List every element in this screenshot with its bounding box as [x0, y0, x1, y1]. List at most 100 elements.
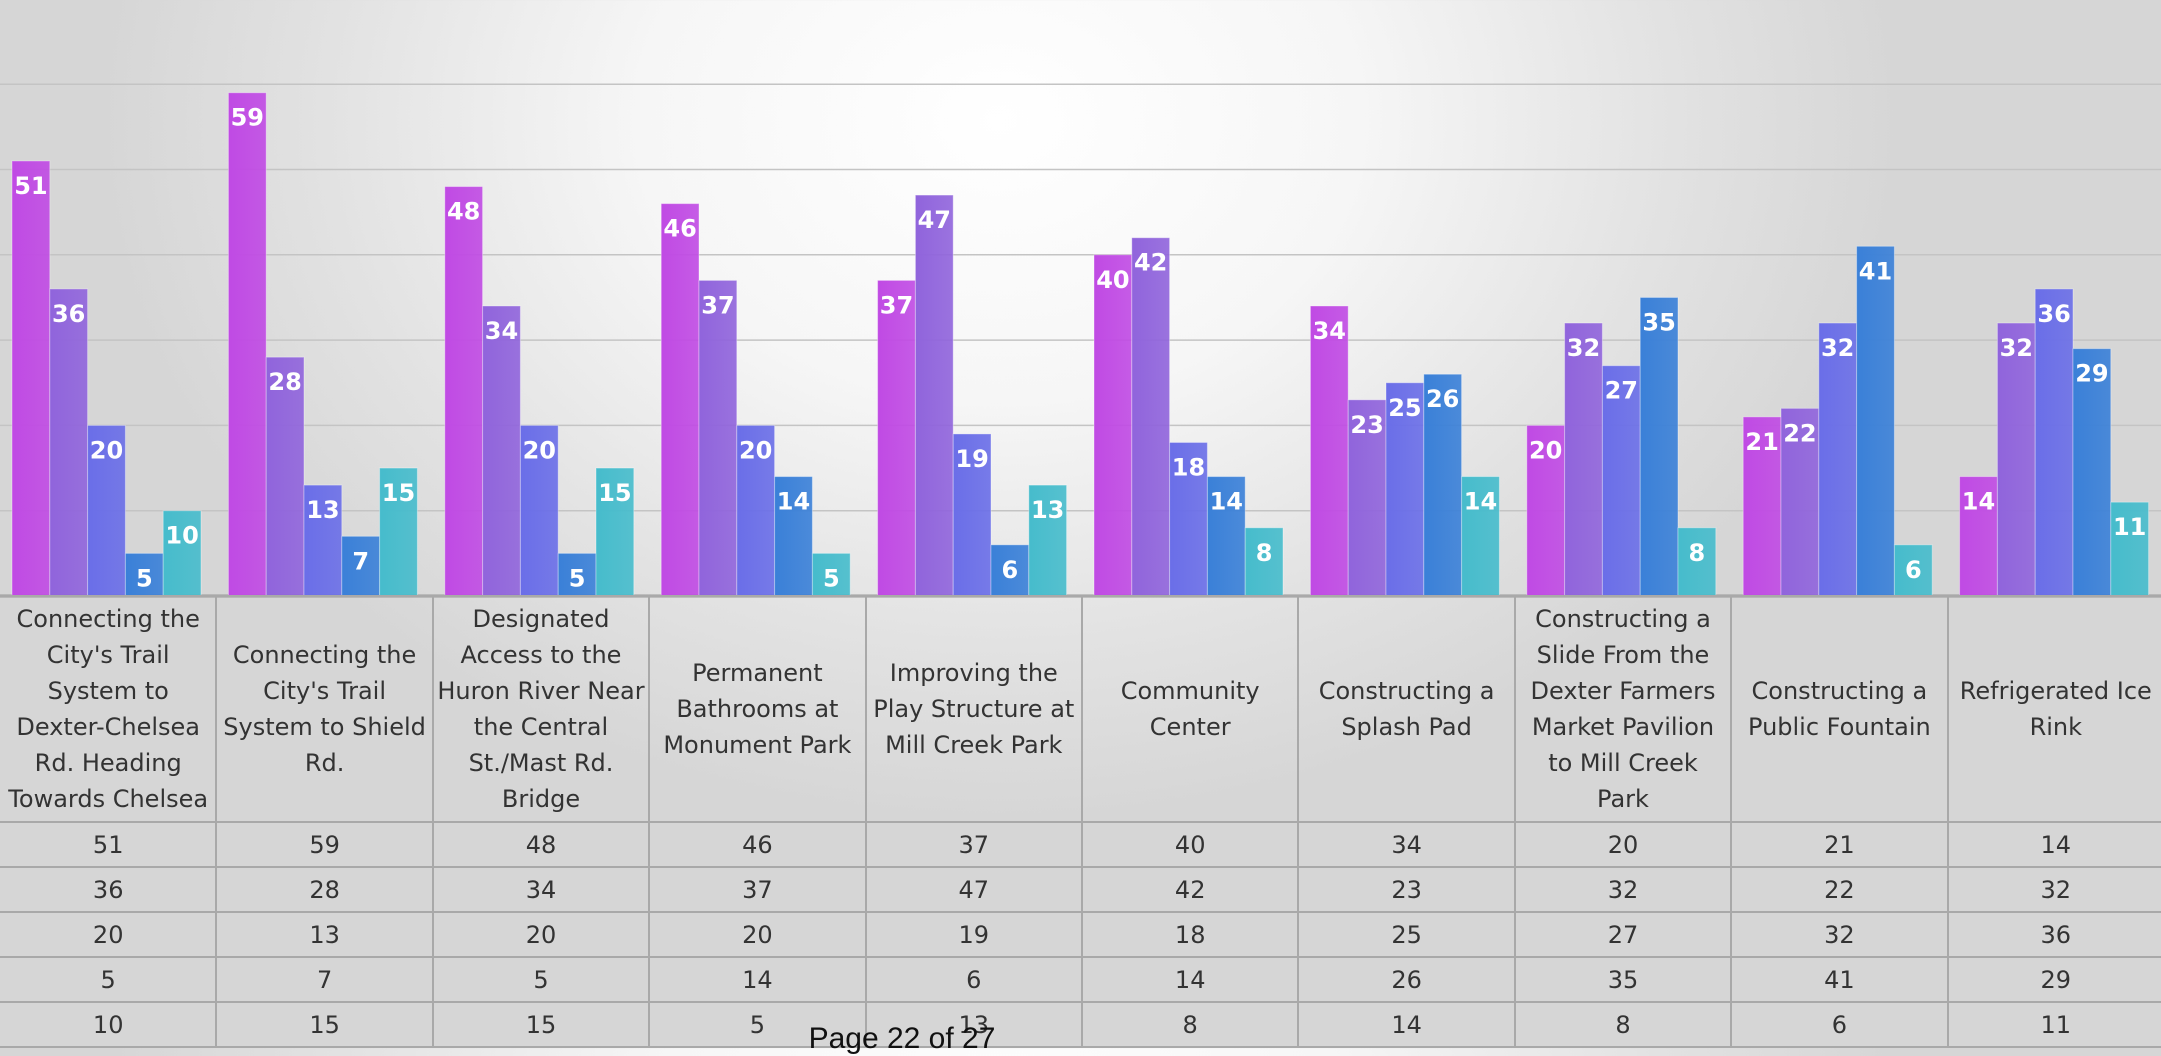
table-cell: 15	[525, 1010, 557, 1039]
table-cell: 51	[92, 830, 124, 859]
table-rule	[0, 1046, 2161, 1048]
table-cell: 48	[525, 830, 557, 859]
bar-3-series-3	[519, 424, 559, 597]
bar-6-series-5	[1244, 527, 1284, 597]
table-cell: 29	[2040, 965, 2072, 994]
data-label: 6	[1002, 556, 1019, 584]
data-label: 21	[1745, 428, 1778, 456]
category-label: Constructing a Public Fountain	[1748, 677, 1931, 741]
category-label: Community Center	[1120, 677, 1260, 741]
bar-10-series-5	[2110, 501, 2150, 597]
table-rule	[431, 596, 434, 1048]
table-cell: 42	[1174, 875, 1206, 904]
bar-7-series-4	[1423, 373, 1463, 597]
bar-5-series-2	[914, 194, 954, 597]
bar-7-series-2	[1347, 399, 1387, 597]
data-label: 22	[1783, 419, 1816, 447]
data-label: 51	[14, 172, 47, 200]
table-cell: 21	[1824, 830, 1855, 859]
data-label: 26	[1426, 385, 1459, 413]
table-cell: 6	[1831, 1010, 1848, 1039]
table-rule	[648, 596, 651, 1048]
table-cell: 14	[2040, 830, 2072, 859]
bar-1-series-2	[49, 288, 89, 597]
category-label: Permanent Bathrooms at Monument Park	[663, 659, 852, 759]
data-label: 47	[918, 206, 951, 234]
bar-9-series-2	[1780, 407, 1820, 597]
table-rule	[864, 596, 867, 1048]
table-cell: 26	[1391, 965, 1422, 994]
data-label: 14	[777, 488, 810, 516]
bar-4-series-3	[736, 424, 776, 597]
bar-8-series-4	[1639, 296, 1679, 597]
data-label: 41	[1859, 257, 1892, 285]
table-cell: 37	[958, 830, 990, 859]
bar-6-series-3	[1169, 441, 1208, 597]
bar-7-series-3	[1385, 382, 1425, 597]
bar-10-series-1	[1959, 476, 1998, 597]
table-cell: 20	[92, 920, 124, 949]
data-label: 6	[1905, 556, 1922, 584]
bar-3-series-2	[482, 305, 521, 597]
table-cell: 13	[958, 1010, 990, 1039]
table-rule	[1297, 596, 1300, 1048]
data-label: 37	[880, 291, 913, 319]
page-number: Page 22 of 27	[808, 1022, 996, 1055]
table-cell: 36	[2040, 920, 2072, 949]
table-rule	[0, 1001, 2161, 1003]
bar-8-series-2	[1564, 322, 1603, 597]
bar-10-series-4	[2072, 348, 2112, 597]
table-cell: 18	[1174, 920, 1206, 949]
data-label: 35	[1642, 308, 1675, 336]
bar-4-series-5	[811, 552, 851, 597]
table-cell: 10	[92, 1010, 124, 1039]
bar-7-series-1	[1309, 305, 1349, 597]
data-label: 20	[90, 436, 123, 464]
data-table: Connecting the City's Trail System to De…	[0, 595, 2161, 1048]
table-cell: 59	[309, 830, 340, 859]
bar-10-series-3	[2034, 288, 2074, 597]
table-cell: 14	[1174, 965, 1206, 994]
table-cell: 15	[309, 1010, 340, 1039]
bar-1-series-5	[162, 510, 202, 597]
bar-7-series-5	[1461, 476, 1500, 597]
category-label: Connecting the City's Trail System to De…	[8, 605, 209, 813]
bar-4-series-1	[660, 203, 700, 597]
table-rule	[0, 821, 2161, 823]
bar-3-series-5	[595, 467, 635, 597]
data-label: 34	[1313, 317, 1346, 345]
table-cell: 28	[309, 875, 340, 904]
bar-5-series-5	[1028, 484, 1068, 597]
table-rule	[0, 956, 2161, 958]
data-label: 59	[231, 104, 264, 132]
table-rule	[1081, 596, 1083, 1048]
data-label: 14	[1962, 488, 1995, 516]
data-label: 15	[382, 479, 415, 507]
table-cell: 20	[525, 920, 557, 949]
bar-10-series-2	[1996, 322, 2036, 597]
table-cell: 47	[958, 875, 990, 904]
bar-5-series-1	[877, 279, 916, 597]
data-label: 5	[136, 564, 153, 592]
data-label: 48	[447, 198, 480, 226]
data-label: 18	[1172, 453, 1205, 481]
table-rule	[215, 596, 218, 1048]
table-rule	[1946, 596, 1949, 1048]
bar-1-series-1	[11, 160, 51, 597]
data-label: 28	[268, 368, 301, 396]
table-cell: 20	[1607, 830, 1639, 859]
table-cell: 37	[742, 875, 773, 904]
category-label: Constructing a Slide From the Dexter Far…	[1530, 605, 1716, 813]
table-rule	[1730, 596, 1733, 1048]
data-label: 37	[701, 291, 734, 319]
table-cell: 8	[1615, 1010, 1631, 1039]
bar-4-series-4	[774, 476, 813, 597]
data-label: 11	[2113, 513, 2146, 541]
table-cell: 46	[742, 830, 773, 859]
data-label: 36	[52, 300, 85, 328]
table-rule	[0, 866, 2161, 868]
data-label: 25	[1388, 394, 1421, 422]
data-label: 20	[523, 436, 556, 464]
bar-5-series-3	[952, 433, 992, 597]
bar-2-series-3	[303, 484, 343, 597]
